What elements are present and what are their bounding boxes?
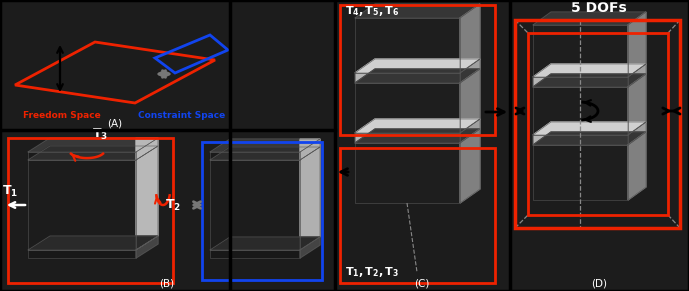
- Polygon shape: [136, 146, 158, 250]
- Polygon shape: [355, 18, 460, 73]
- Polygon shape: [355, 69, 480, 83]
- Polygon shape: [628, 122, 646, 145]
- Polygon shape: [355, 133, 460, 143]
- Text: Freedom Space: Freedom Space: [23, 111, 101, 120]
- Polygon shape: [136, 138, 158, 250]
- Polygon shape: [460, 69, 480, 133]
- Polygon shape: [355, 83, 460, 133]
- Text: $\mathbf{T_3}$: $\mathbf{T_3}$: [92, 127, 108, 142]
- Polygon shape: [28, 250, 136, 258]
- Text: (A): (A): [107, 118, 123, 128]
- Polygon shape: [460, 129, 480, 203]
- Text: 5 DOFs: 5 DOFs: [571, 1, 627, 15]
- Polygon shape: [355, 129, 480, 143]
- Text: Constraint Space: Constraint Space: [138, 111, 225, 120]
- Polygon shape: [510, 0, 689, 291]
- Polygon shape: [28, 236, 158, 250]
- Bar: [8, 138, 173, 283]
- Polygon shape: [533, 145, 628, 200]
- Polygon shape: [0, 130, 335, 291]
- Polygon shape: [210, 237, 320, 250]
- Polygon shape: [460, 4, 480, 73]
- Text: $\mathbf{T_2}$: $\mathbf{T_2}$: [165, 198, 181, 213]
- Polygon shape: [210, 152, 300, 160]
- Polygon shape: [300, 147, 320, 250]
- Polygon shape: [28, 160, 136, 250]
- Polygon shape: [533, 12, 646, 25]
- Polygon shape: [628, 12, 646, 77]
- Polygon shape: [460, 59, 480, 83]
- Polygon shape: [628, 64, 646, 87]
- Polygon shape: [628, 132, 646, 200]
- Bar: [340, 148, 495, 283]
- Polygon shape: [533, 87, 628, 135]
- Polygon shape: [335, 0, 510, 291]
- Text: $\mathbf{T_1}$: $\mathbf{T_1}$: [2, 184, 18, 199]
- Polygon shape: [300, 139, 320, 160]
- Polygon shape: [533, 74, 646, 87]
- Polygon shape: [210, 160, 300, 250]
- Polygon shape: [210, 147, 320, 160]
- Bar: [528, 33, 668, 215]
- Bar: [202, 142, 322, 280]
- Polygon shape: [136, 236, 158, 258]
- Polygon shape: [28, 152, 136, 160]
- Text: (B): (B): [159, 279, 174, 289]
- Polygon shape: [533, 25, 628, 77]
- Polygon shape: [300, 139, 320, 250]
- Polygon shape: [355, 73, 460, 83]
- Polygon shape: [355, 119, 480, 133]
- Bar: [340, 5, 495, 135]
- Text: $\mathbf{T_1,T_2,T_3}$: $\mathbf{T_1,T_2,T_3}$: [345, 265, 399, 279]
- Polygon shape: [533, 135, 628, 145]
- Polygon shape: [533, 122, 646, 135]
- Polygon shape: [533, 64, 646, 77]
- Polygon shape: [0, 0, 230, 130]
- Text: $\mathbf{T_4,T_5,T_6}$: $\mathbf{T_4,T_5,T_6}$: [345, 4, 400, 18]
- Polygon shape: [28, 138, 158, 152]
- Polygon shape: [533, 77, 628, 87]
- Polygon shape: [355, 4, 480, 18]
- Polygon shape: [460, 119, 480, 143]
- Polygon shape: [28, 146, 158, 160]
- Text: (D): (D): [591, 279, 607, 289]
- Polygon shape: [136, 138, 158, 160]
- Polygon shape: [210, 139, 320, 152]
- Bar: [515, 20, 680, 228]
- Polygon shape: [355, 59, 480, 73]
- Polygon shape: [533, 132, 646, 145]
- Polygon shape: [355, 143, 460, 203]
- Polygon shape: [628, 74, 646, 135]
- Polygon shape: [300, 237, 320, 258]
- Text: (C): (C): [414, 279, 430, 289]
- Polygon shape: [210, 250, 300, 258]
